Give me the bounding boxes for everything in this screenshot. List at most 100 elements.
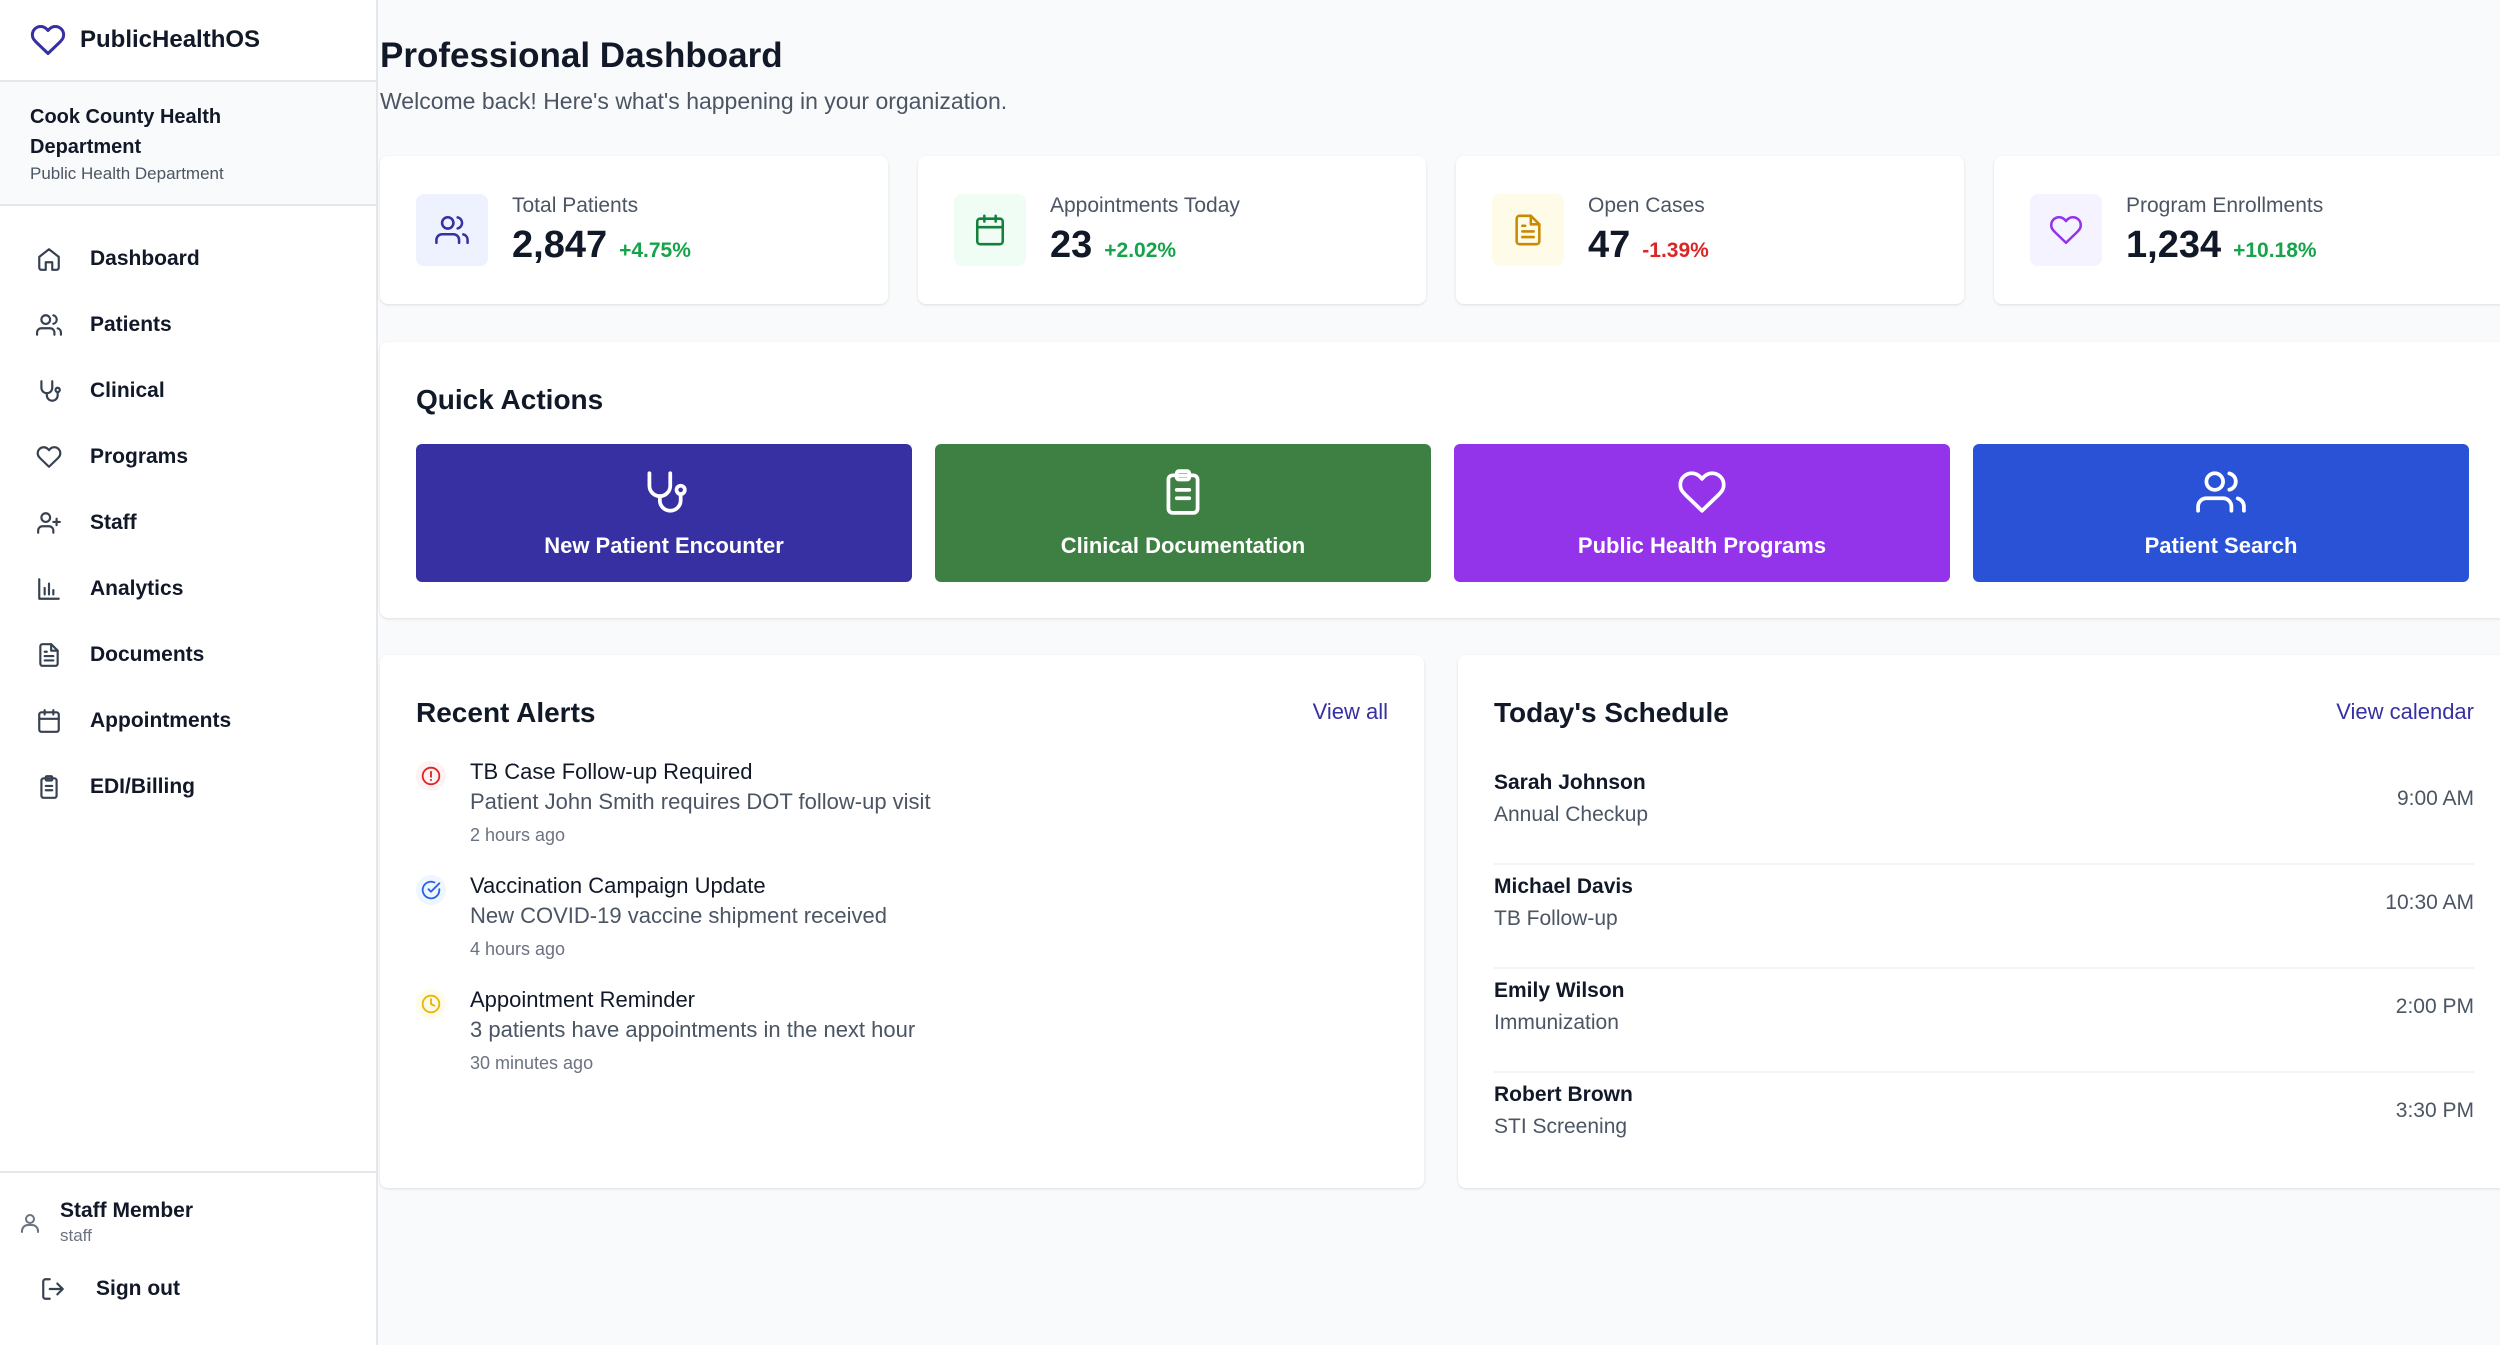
heart-logo-icon <box>30 22 66 58</box>
stat-change: +4.75% <box>619 238 691 262</box>
stat-value: 23 <box>1050 223 1093 266</box>
sidebar-item-label: Patients <box>90 313 172 336</box>
user-icon <box>18 1211 42 1235</box>
document-icon <box>1511 213 1545 247</box>
check-circle-icon <box>416 875 446 905</box>
quick-action-label: Public Health Programs <box>1577 533 1827 558</box>
user-profile[interactable]: Staff Member staff <box>0 1173 376 1246</box>
sidebar-item-label: Clinical <box>90 379 165 402</box>
schedule-item[interactable]: Michael Davis TB Follow-up 10:30 AM <box>1494 865 2474 969</box>
stat-label: Appointments Today <box>1050 193 1240 217</box>
home-icon <box>36 246 62 272</box>
quick-action-label: Patient Search <box>2144 533 2298 558</box>
app-name: PublicHealthOS <box>80 26 261 53</box>
sidebar-nav: Dashboard Patients Clinical Programs <box>0 206 376 820</box>
appointment-type: Immunization <box>1494 1011 1619 1034</box>
stat-card-appointments-today: Appointments Today 23 +2.02% <box>918 156 1426 304</box>
quick-actions-title: Quick Actions <box>416 384 604 415</box>
stat-value: 1,234 <box>2126 223 2222 266</box>
sidebar-item-appointments[interactable]: Appointments <box>0 688 376 754</box>
view-calendar-link[interactable]: View calendar <box>2336 699 2474 724</box>
main-content: Professional Dashboard Welcome back! Her… <box>380 0 2500 1345</box>
stat-icon-box <box>416 194 488 266</box>
alert-time: 2 hours ago <box>470 825 566 845</box>
clipboard-icon <box>1158 467 1208 517</box>
alert-time: 30 minutes ago <box>470 1053 594 1073</box>
calendar-icon <box>36 708 62 734</box>
sidebar-item-edi-billing[interactable]: EDI/Billing <box>0 754 376 820</box>
new-patient-encounter-button[interactable]: New Patient Encounter <box>416 444 912 582</box>
sign-out-label: Sign out <box>96 1277 180 1300</box>
stat-card-total-patients: Total Patients 2,847 +4.75% <box>380 156 888 304</box>
sidebar-item-documents[interactable]: Documents <box>0 622 376 688</box>
heart-icon <box>36 444 62 470</box>
appointment-type: Annual Checkup <box>1494 803 1649 826</box>
sidebar-item-clinical[interactable]: Clinical <box>0 358 376 424</box>
sidebar-item-staff[interactable]: Staff <box>0 490 376 556</box>
alert-item[interactable]: Appointment Reminder 3 patients have app… <box>416 985 1376 1074</box>
public-health-programs-button[interactable]: Public Health Programs <box>1454 444 1950 582</box>
user-plus-icon <box>36 510 62 536</box>
stethoscope-icon <box>36 378 62 404</box>
users-icon <box>36 312 62 338</box>
heart-icon <box>2049 213 2083 247</box>
document-icon <box>36 642 62 668</box>
sidebar-item-label: Appointments <box>90 709 232 732</box>
org-type: Public Health Department <box>30 164 224 183</box>
alert-message: 3 patients have appointments in the next… <box>470 1017 916 1042</box>
appointment-time: 2:00 PM <box>2395 995 2474 1018</box>
sidebar-footer: Staff Member staff Sign out <box>0 1171 376 1345</box>
alert-item[interactable]: TB Case Follow-up Required Patient John … <box>416 757 1376 846</box>
user-name: Staff Member <box>60 1199 194 1222</box>
clock-icon <box>416 989 446 1019</box>
page-subtitle: Welcome back! Here's what's happening in… <box>380 88 1008 114</box>
view-all-alerts-link[interactable]: View all <box>1312 699 1388 724</box>
calendar-icon <box>973 213 1007 247</box>
stat-card-open-cases: Open Cases 47 -1.39% <box>1456 156 1964 304</box>
stethoscope-icon <box>639 467 689 517</box>
alert-title: Appointment Reminder <box>470 987 696 1012</box>
alert-title: TB Case Follow-up Required <box>470 759 753 784</box>
schedule-item[interactable]: Robert Brown STI Screening 3:30 PM <box>1494 1073 2474 1177</box>
alert-title: Vaccination Campaign Update <box>470 873 766 898</box>
page-title: Professional Dashboard <box>380 36 783 75</box>
sidebar-item-label: EDI/Billing <box>90 775 195 798</box>
sidebar-item-analytics[interactable]: Analytics <box>0 556 376 622</box>
stat-icon-box <box>1492 194 1564 266</box>
recent-alerts-panel: Recent Alerts View all TB Case Follow-up… <box>380 655 1424 1188</box>
stat-change: -1.39% <box>1642 238 1709 262</box>
alert-circle-icon <box>416 761 446 791</box>
stat-label: Program Enrollments <box>2126 193 2324 217</box>
sidebar-item-programs[interactable]: Programs <box>0 424 376 490</box>
stat-card-program-enrollments: Program Enrollments 1,234 +10.18% <box>1994 156 2500 304</box>
stat-label: Total Patients <box>512 193 639 217</box>
stat-change: +2.02% <box>1104 238 1177 262</box>
appointment-time: 9:00 AM <box>2396 787 2474 810</box>
appointment-type: STI Screening <box>1494 1115 1628 1138</box>
todays-schedule-title: Today's Schedule <box>1494 697 1729 728</box>
patient-name: Emily Wilson <box>1494 979 1625 1002</box>
alert-message: New COVID-19 vaccine shipment received <box>470 903 887 928</box>
sidebar-item-label: Staff <box>90 511 137 534</box>
clinical-documentation-button[interactable]: Clinical Documentation <box>935 444 1431 582</box>
brand[interactable]: PublicHealthOS <box>0 0 376 82</box>
sidebar: PublicHealthOS Cook County Health Depart… <box>0 0 378 1345</box>
recent-alerts-title: Recent Alerts <box>416 697 596 728</box>
appointment-time: 3:30 PM <box>2395 1099 2474 1122</box>
sidebar-item-dashboard[interactable]: Dashboard <box>0 226 376 292</box>
stat-change: +10.18% <box>2233 238 2317 262</box>
quick-action-label: New Patient Encounter <box>544 533 784 558</box>
users-icon <box>2196 467 2246 517</box>
schedule-item[interactable]: Sarah Johnson Annual Checkup 9:00 AM <box>1494 761 2474 865</box>
bar-chart-icon <box>36 576 62 602</box>
alert-item[interactable]: Vaccination Campaign Update New COVID-19… <box>416 871 1376 960</box>
users-icon <box>435 213 469 247</box>
alert-message: Patient John Smith requires DOT follow-u… <box>470 789 931 814</box>
sign-out-button[interactable]: Sign out <box>0 1246 376 1302</box>
sidebar-item-patients[interactable]: Patients <box>0 292 376 358</box>
quick-actions-panel: Quick Actions New Patient Encounter Clin… <box>380 342 2500 618</box>
stat-value: 2,847 <box>512 223 608 266</box>
patient-search-button[interactable]: Patient Search <box>1973 444 2469 582</box>
schedule-item[interactable]: Emily Wilson Immunization 2:00 PM <box>1494 969 2474 1073</box>
